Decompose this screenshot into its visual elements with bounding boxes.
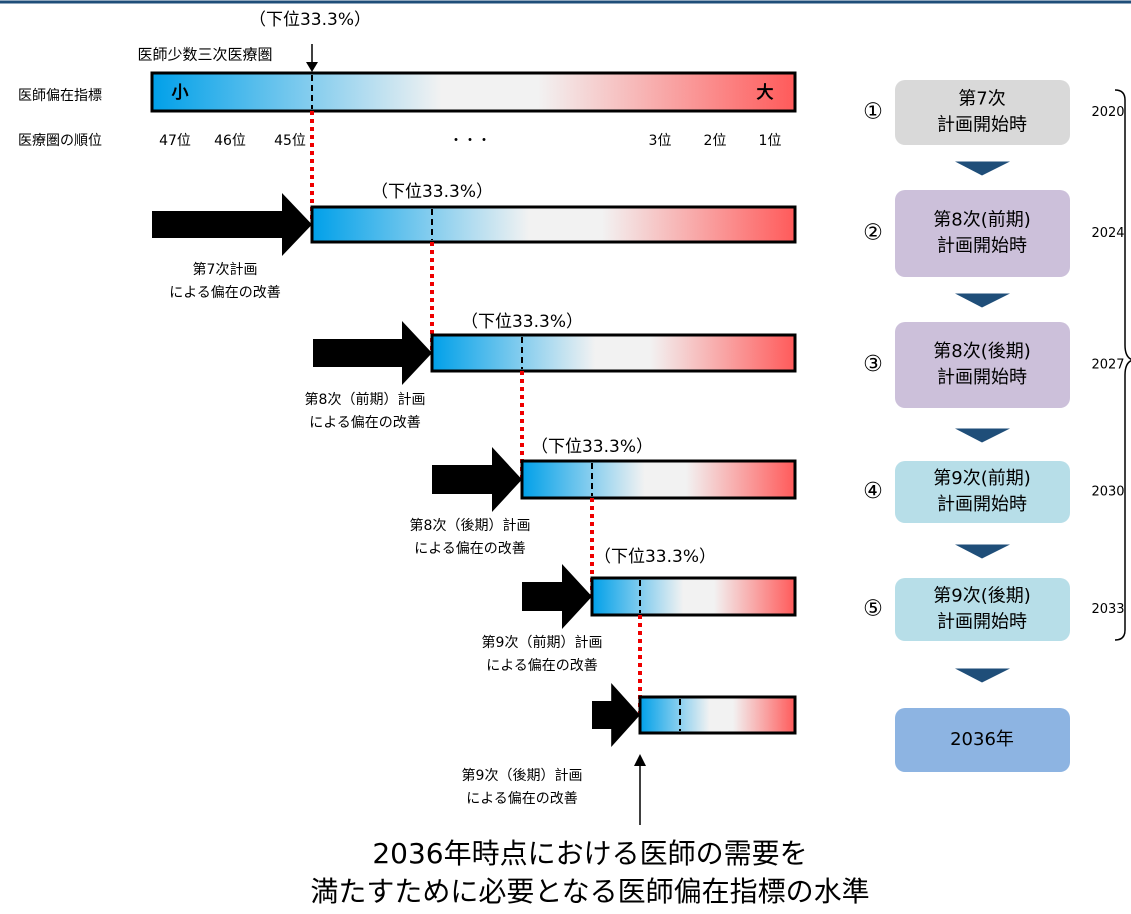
down-triangle — [955, 668, 1010, 683]
gradient-bar — [520, 459, 797, 500]
step-text: 第8次(後期) — [933, 341, 1031, 362]
gradient-bar — [310, 205, 797, 244]
rank: 2位 — [704, 133, 727, 149]
stage-label: （下位33.3%） — [371, 182, 493, 202]
down-triangle — [955, 544, 1010, 559]
stage-caption: による偏在の改善 — [309, 415, 421, 431]
gradient-bar — [150, 71, 797, 113]
stage-label: （下位33.3%） — [461, 312, 583, 332]
rank: 46位 — [214, 133, 246, 149]
step-year: 2030 — [1091, 485, 1124, 500]
step-year: 2033 — [1091, 602, 1124, 617]
stage-caption: 第9次（前期）計画 — [482, 634, 603, 651]
step-number: ① — [863, 100, 883, 125]
up-pointer-head — [634, 754, 646, 766]
gradient-bar — [638, 695, 797, 735]
black-arrow — [522, 564, 592, 629]
black-arrow — [592, 683, 640, 747]
rank: 3位 — [649, 133, 672, 149]
step-box — [895, 190, 1070, 277]
black-arrow — [432, 447, 522, 512]
step-box — [895, 322, 1070, 408]
final-text: 2036年 — [950, 729, 1014, 750]
top-label: （下位33.3%） — [249, 10, 371, 30]
footer: 2036年時点における医師の需要を — [372, 837, 807, 870]
index-label: 医師偏在指標 — [18, 88, 102, 104]
stage-caption: による偏在の改善 — [414, 541, 526, 557]
final-box — [895, 708, 1070, 772]
brace — [1114, 89, 1131, 641]
down-triangle — [955, 293, 1010, 308]
step-box — [895, 578, 1070, 641]
step-text: 計画開始時 — [937, 236, 1027, 257]
footer: 満たすために必要となる医師偏在指標の水準 — [310, 875, 869, 908]
step-text: 計画開始時 — [937, 494, 1027, 515]
step-number: ④ — [863, 479, 883, 504]
gradient-bar — [430, 333, 797, 373]
rank: ・・・ — [449, 133, 491, 149]
stage-label: （下位33.3%） — [531, 437, 653, 457]
rank: 45位 — [274, 133, 306, 149]
scale-high: 大 — [757, 82, 774, 103]
down-triangle — [955, 428, 1010, 443]
step-text: 第8次(前期) — [933, 210, 1031, 231]
down-triangle — [955, 161, 1010, 176]
step-year: 2020 — [1091, 105, 1124, 120]
black-arrow — [313, 321, 432, 385]
stage-label: （下位33.3%） — [594, 547, 716, 567]
scale-low: 小 — [172, 83, 189, 103]
step-text: 第9次(後期) — [933, 586, 1031, 607]
step-number: ② — [863, 221, 883, 246]
stage-caption: 第8次（後期）計画 — [410, 517, 531, 534]
stage-caption: 第8次（前期）計画 — [305, 391, 426, 408]
rank: 47位 — [159, 133, 191, 149]
step-text: 第7次 — [958, 89, 1005, 110]
step-number: ③ — [863, 352, 883, 377]
step-year: 2024 — [1091, 226, 1124, 241]
gradient-bar — [590, 576, 797, 617]
rank: 1位 — [759, 133, 782, 149]
step-text: 計画開始時 — [937, 115, 1027, 136]
stage-caption: による偏在の改善 — [466, 791, 578, 807]
stage-caption: 第7次計画 — [193, 261, 258, 278]
black-arrow — [152, 193, 312, 256]
step-number: ⑤ — [863, 597, 883, 622]
pointer-head — [306, 62, 318, 72]
stage-caption: による偏在の改善 — [169, 285, 281, 301]
top-region: 医師少数三次医療圏 — [137, 46, 272, 64]
step-text: 計画開始時 — [937, 367, 1027, 388]
stage-caption: 第9次（後期）計画 — [462, 767, 583, 784]
step-year: 2027 — [1091, 358, 1124, 373]
step-text: 第9次(前期) — [933, 468, 1031, 489]
stage-caption: による偏在の改善 — [486, 658, 598, 674]
step-box — [895, 461, 1070, 523]
step-box — [895, 80, 1070, 145]
rank-label: 医療圏の順位 — [18, 132, 102, 149]
step-text: 計画開始時 — [937, 612, 1027, 633]
